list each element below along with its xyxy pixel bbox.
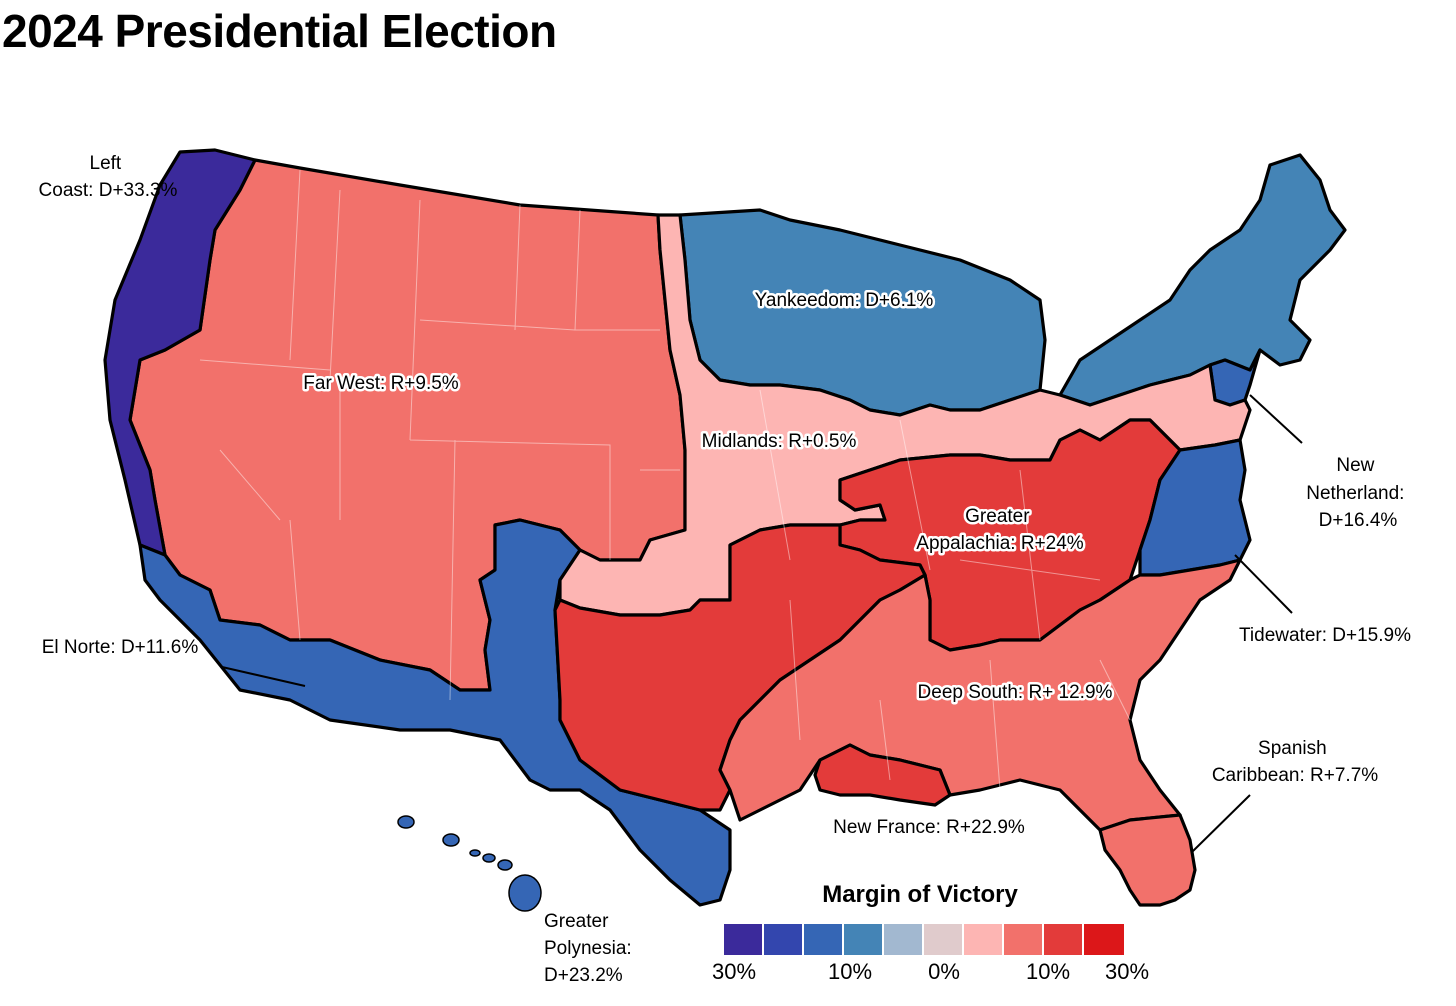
leader-tidewater (1234, 554, 1293, 614)
legend-swatch (1044, 924, 1082, 955)
legend-swatch (924, 924, 962, 955)
state-boundaries (199, 169, 1131, 791)
legend-tick-label: 30% (1105, 959, 1149, 984)
label-tidewater: Tidewater: D+15.9% (1239, 625, 1411, 646)
legend-swatch (884, 924, 922, 955)
legend-swatch (804, 924, 842, 955)
region-greater-polynesia[interactable] (397, 815, 542, 912)
legend-tick-label: 0% (928, 959, 960, 984)
legend-swatches (724, 924, 1124, 955)
legend-swatch (1084, 924, 1124, 955)
label-far-west: Far West: R+9.5% (303, 373, 459, 394)
label-new-netherland: New Netherland: D+16.4% (1306, 455, 1410, 531)
legend-swatch (964, 924, 1002, 955)
legend-tick-label: 10% (1026, 959, 1070, 984)
legend-tick-label: 10% (828, 959, 872, 984)
label-deep-south: Deep South: R+ 12.9% (918, 682, 1113, 703)
region-spanish-caribbean[interactable] (1098, 813, 1197, 907)
legend-swatch (764, 924, 802, 955)
label-yankeedom: Yankeedom: D+6.1% (755, 290, 934, 311)
label-new-france: New France: R+22.9% (833, 817, 1025, 838)
leader-spanish-caribbean (1191, 794, 1251, 853)
label-midlands: Midlands: R+0.5% (702, 431, 857, 452)
label-greater-polynesia: Greater Polynesia: D+23.2% (544, 911, 637, 986)
label-el-norte: El Norte: D+11.6% (42, 637, 199, 658)
leader-el-norte (221, 666, 306, 687)
region-new-france[interactable] (813, 743, 952, 807)
legend: Margin of Victory 30% 10% 0% 10% 30% (712, 881, 1149, 984)
legend-swatch (1004, 924, 1042, 955)
label-greater-appalachia: Greater Appalachia: R+24% (916, 506, 1084, 554)
leader-new-netherland (1249, 394, 1303, 444)
legend-tick-label: 30% (712, 959, 756, 984)
map-title: 2024 Presidential Election (2, 5, 557, 57)
label-spanish-caribbean: Spanish Caribbean: R+7.7% (1212, 738, 1378, 786)
legend-swatch (724, 924, 762, 955)
legend-title: Margin of Victory (822, 881, 1018, 908)
region-left-coast[interactable] (103, 148, 257, 557)
legend-swatch (844, 924, 882, 955)
label-left-coast: Left Coast: D+33.3% (39, 153, 178, 201)
